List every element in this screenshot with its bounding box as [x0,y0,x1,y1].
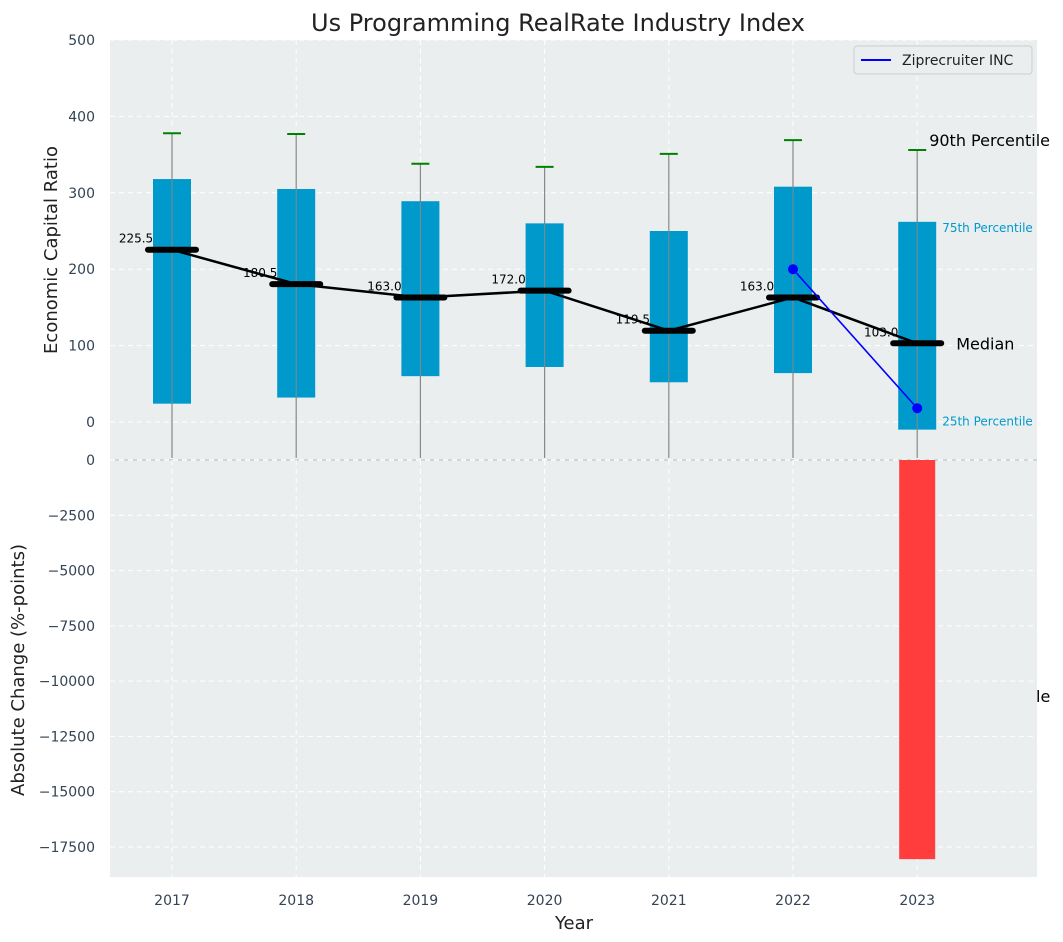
top-panel-background [110,40,1037,460]
bottom-y-tick-label: −10000 [39,674,95,690]
bottom-y-tick-label: −12500 [39,729,95,745]
company-point [912,403,923,414]
median-value-label: 225.5 [119,232,153,246]
legend: Ziprecruiter INC [853,45,1033,75]
legend-label: Ziprecruiter INC [902,53,1014,69]
top-y-axis-label: Economic Capital Ratio [41,146,62,354]
top-y-tick-label: 300 [68,186,95,202]
median-series: 225.5 180.5 163.0 172.0 119.5 163.0 103.0 [119,232,945,347]
bottom-panel-background [110,460,1037,877]
x-axis-label: Year [554,913,594,934]
box-series [153,132,937,458]
bottom-y-tick-label: −15000 [39,785,95,801]
change-bar [899,460,936,860]
chart-title: Us Programming RealRate Industry Index [311,9,805,37]
cut-off-annotation: le [1036,687,1050,706]
top-y-tick-label: 100 [68,339,95,355]
median-value-label: 180.5 [243,266,277,280]
x-tick-label: 2017 [154,893,190,909]
bottom-y-tick-label: −2500 [48,508,95,524]
bottom-y-tick-label: −5000 [48,564,95,580]
top-y-tick-label: 200 [68,262,95,278]
median-value-label: 163.0 [367,279,401,293]
bottom-y-ticks: 0 −2500 −5000 −7500 −10000 −12500 −15000 −17500 [39,453,95,856]
p25-annotation: 25th Percentile [942,415,1033,429]
percentile-annotations: 90th Percentile 75th Percentile Median 25th… [929,131,1050,429]
median-annotation: Median [956,334,1014,353]
x-ticks: 2017 2018 2019 2020 2021 2022 2023 [154,893,935,909]
x-tick-label: 2021 [651,893,687,909]
top-y-ticks: 0 100 200 300 400 500 [68,33,95,431]
x-tick-label: 2023 [899,893,935,909]
median-value-label: 103.0 [864,325,898,339]
median-value-label: 119.5 [616,313,650,327]
x-tick-label: 2020 [527,893,563,909]
top-y-tick-label: 400 [68,109,95,125]
bottom-y-tick-label: 0 [86,453,95,469]
top-y-tick-label: 0 [86,415,95,431]
company-line [792,268,918,409]
median-value-label: 172.0 [491,273,525,287]
x-tick-label: 2022 [775,893,811,909]
top-y-tick-label: 500 [68,33,95,49]
bottom-grid [110,459,1037,877]
bottom-panel: 0 −2500 −5000 −7500 −10000 −12500 −15000 −17500… [8,453,1050,934]
p75-annotation: 75th Percentile [942,221,1033,235]
x-tick-label: 2018 [278,893,314,909]
bottom-y-tick-label: −17500 [39,840,95,856]
company-point [788,264,798,275]
median-value-label: 163.0 [740,279,774,293]
p90-annotation: 90th Percentile [929,131,1050,150]
x-tick-label: 2019 [403,893,439,909]
bottom-y-axis-label: Absolute Change (%-points) [8,544,29,796]
bottom-y-tick-label: −7500 [48,619,95,635]
legend-box [853,45,1033,75]
top-panel: 0 100 200 300 400 500 225.5 180.5 163.0 172.0 119… [41,33,1050,460]
change-bars [899,460,936,860]
company-series [788,264,923,414]
